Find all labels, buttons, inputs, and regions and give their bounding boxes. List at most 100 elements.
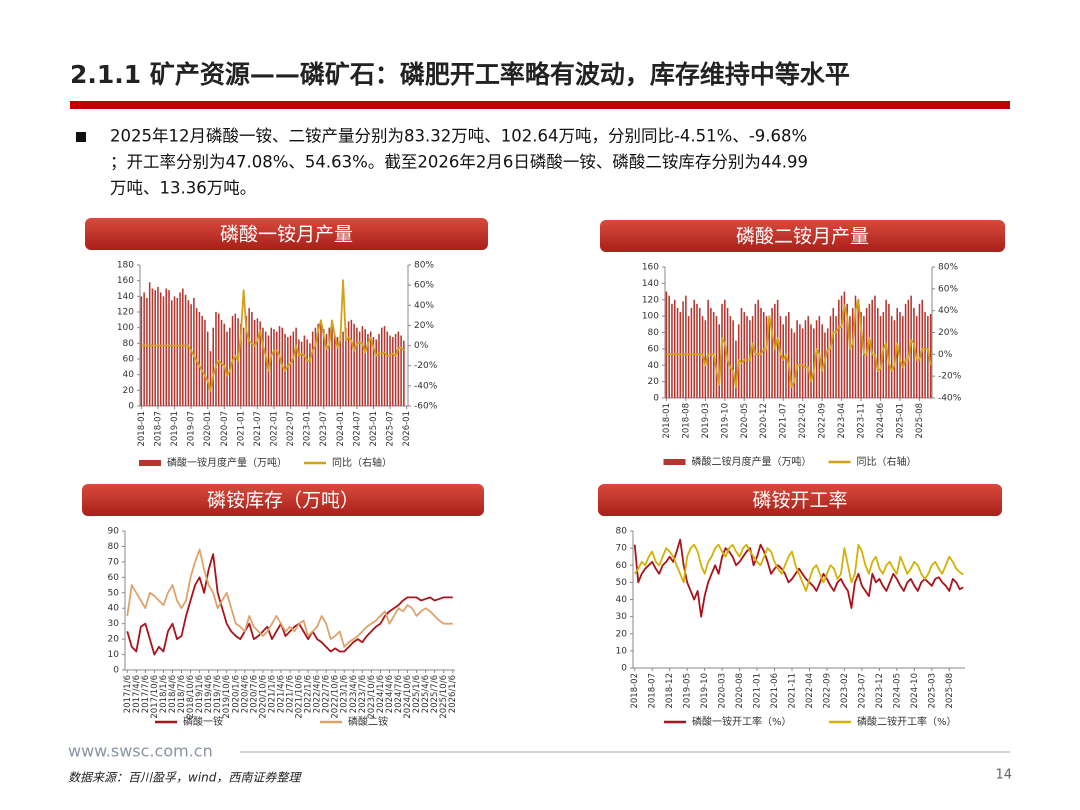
y-tick-label: 30 xyxy=(616,612,628,622)
bar xyxy=(347,321,350,406)
x-tick-label: 2025-01 xyxy=(896,403,906,439)
bar xyxy=(331,323,333,406)
bar xyxy=(732,320,734,398)
x-tick-label: 2018-07 xyxy=(648,673,658,709)
x-tick-label: 2026/1/6 xyxy=(448,675,458,713)
bar xyxy=(383,326,386,406)
bar xyxy=(671,303,673,398)
bar xyxy=(209,351,212,406)
bar xyxy=(148,282,151,406)
bar xyxy=(400,335,402,406)
bar xyxy=(888,303,890,398)
bar xyxy=(325,333,328,406)
bar xyxy=(245,315,248,406)
bar xyxy=(184,294,187,406)
x-tick-label: 2021-01 xyxy=(236,411,246,447)
bar xyxy=(195,308,198,406)
y-tick-label: 180 xyxy=(117,261,134,271)
y-tick-label: 80 xyxy=(648,328,660,338)
y-tick-label: 0 xyxy=(621,664,627,674)
bar xyxy=(287,337,289,406)
bar xyxy=(874,295,876,398)
bar xyxy=(826,328,829,398)
bar xyxy=(168,290,170,406)
y-tick-label: 0 xyxy=(113,666,119,676)
line xyxy=(633,538,964,618)
line xyxy=(634,543,964,592)
bar xyxy=(838,299,840,398)
bar xyxy=(334,335,336,406)
x-tick-label: 2025/10/6 xyxy=(439,675,449,719)
x-tick-label: 2024/10/6 xyxy=(403,675,413,719)
bar xyxy=(871,299,873,398)
x-tick-label: 2022/4/6 xyxy=(313,675,323,713)
y2-tick-label: -60% xyxy=(414,402,438,412)
y-tick-label: 80 xyxy=(108,542,120,552)
bar xyxy=(771,307,773,398)
bar xyxy=(724,299,726,398)
x-tick-label: 2024-07 xyxy=(352,411,362,447)
x-tick-label: 2022-01 xyxy=(270,411,280,447)
bar xyxy=(386,331,389,406)
x-tick-label: 2021/4/6 xyxy=(276,675,286,713)
bar xyxy=(248,308,250,406)
bar xyxy=(306,339,308,406)
bar xyxy=(729,316,732,398)
chart-title: 磷酸二铵月产量 xyxy=(736,226,869,248)
x-tick-label: 2021/7/6 xyxy=(286,675,296,713)
website: www.swsc.com.cn xyxy=(68,742,213,761)
bar xyxy=(685,295,687,398)
bar xyxy=(159,292,162,406)
legend-label: 磷酸一铵 xyxy=(183,715,223,728)
bar xyxy=(927,316,929,398)
bar xyxy=(810,324,812,398)
legend-label: 磷酸二铵开工率（%） xyxy=(857,715,957,728)
x-tick-label: 2023-11 xyxy=(857,403,867,439)
bar xyxy=(687,316,690,398)
bar xyxy=(918,303,921,398)
bar xyxy=(270,327,273,406)
bar xyxy=(162,296,165,406)
x-tick-label: 2021-07 xyxy=(779,403,789,439)
x-tick-label: 2022/10/6 xyxy=(331,675,341,719)
legend-swatch xyxy=(663,459,686,465)
x-tick-label: 2021-07 xyxy=(253,411,263,447)
x-tick-label: 2024-05 xyxy=(892,673,902,709)
x-tick-label: 2019/7/6 xyxy=(213,675,223,713)
bar xyxy=(140,296,143,406)
bar xyxy=(796,320,798,398)
bar xyxy=(369,331,372,406)
x-tick-label: 2024-06 xyxy=(876,403,886,439)
x-tick-label: 2018/1/6 xyxy=(159,675,169,713)
x-tick-label: 2019-03 xyxy=(701,403,711,439)
bar xyxy=(851,307,854,398)
y-tick-label: 60 xyxy=(123,355,135,365)
x-tick-label: 2025-01 xyxy=(369,411,379,447)
bar xyxy=(314,327,317,406)
x-tick-label: 2025-08 xyxy=(915,403,925,439)
bar xyxy=(718,324,721,398)
bar xyxy=(726,307,729,398)
chart-header xyxy=(82,484,484,516)
x-tick-label: 2025/1/6 xyxy=(412,675,422,713)
bar xyxy=(259,321,261,406)
legend-label: 同比（右轴） xyxy=(857,455,917,468)
x-tick-label: 2017/7/6 xyxy=(141,675,151,713)
bar xyxy=(815,320,818,398)
bar xyxy=(740,307,743,398)
bar xyxy=(682,301,684,398)
bar xyxy=(262,327,264,406)
legend-label: 同比（右轴） xyxy=(332,456,392,469)
bar xyxy=(151,288,154,406)
y2-tick-label: 60% xyxy=(414,281,434,291)
line xyxy=(666,298,932,388)
x-tick-label: 2021/10/6 xyxy=(295,675,305,719)
bar xyxy=(790,328,793,398)
x-tick-label: 2025/7/6 xyxy=(430,675,440,713)
y-tick-label: 80 xyxy=(123,339,135,349)
bar xyxy=(835,316,837,398)
bullet-marker xyxy=(76,132,86,142)
page-number: 14 xyxy=(995,768,1012,783)
x-tick-label: 2018-07 xyxy=(153,411,163,447)
bar xyxy=(793,332,796,398)
